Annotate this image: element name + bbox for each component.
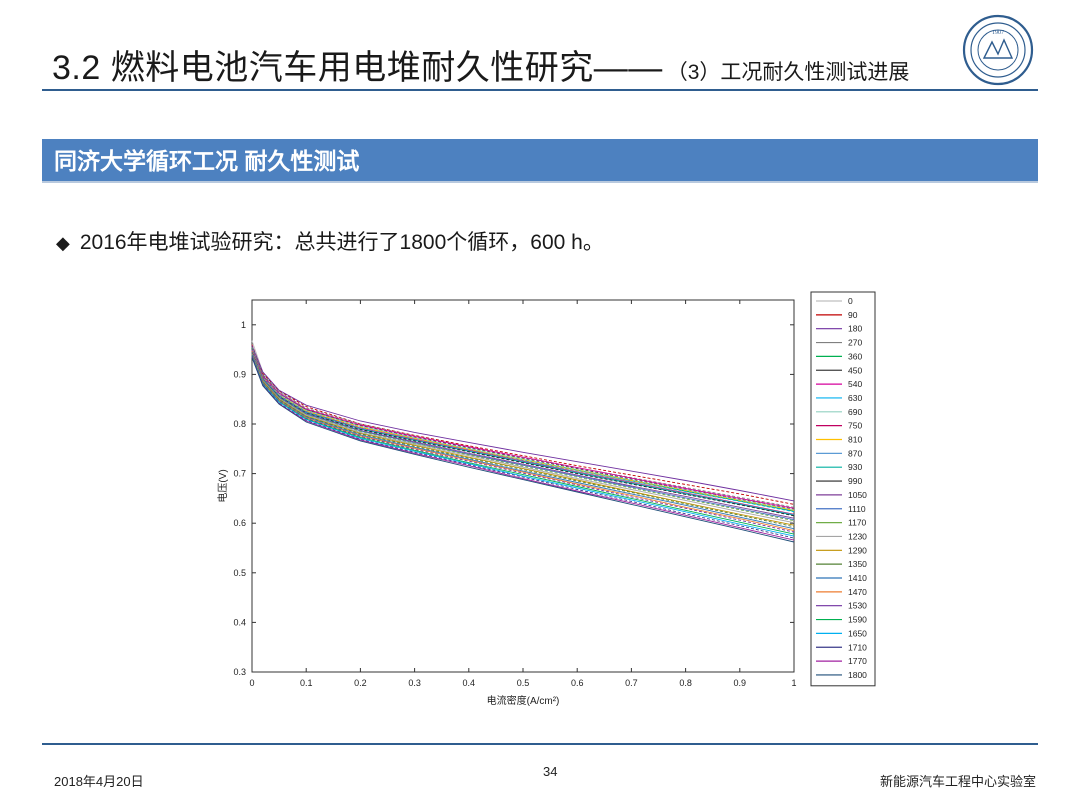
bullet-text: 2016年电堆试验研究：总共进行了1800个循环，600 h。 <box>79 231 604 254</box>
x-tick-label: 0 <box>249 678 254 688</box>
title-rule <box>42 89 1038 91</box>
series-line-1470 <box>251 355 795 532</box>
legend-entry: 1410 <box>848 573 867 583</box>
footer-date: 2018年4月20日 <box>54 774 144 789</box>
legend-entry: 1710 <box>848 642 867 652</box>
y-tick-label: 0.6 <box>233 518 246 528</box>
legend-entry: 90 <box>848 310 858 320</box>
x-tick-label: 0.4 <box>463 678 476 688</box>
series-line-1650 <box>251 356 795 537</box>
legend-entry: 1230 <box>848 531 867 541</box>
x-tick-label: 0.5 <box>517 678 530 688</box>
legend-entry: 1110 <box>848 504 866 514</box>
y-tick-label: 0.4 <box>233 617 246 627</box>
series-line-1530 <box>251 355 795 533</box>
section-band: 同济大学循环工况 耐久性测试 <box>42 139 1038 183</box>
legend-entry: 0 <box>848 296 853 306</box>
legend-entry: 690 <box>848 407 862 417</box>
legend-entry: 270 <box>848 338 862 348</box>
legend-entry: 1290 <box>848 545 867 555</box>
legend-entry: 810 <box>848 435 862 445</box>
legend-entry: 180 <box>848 324 862 334</box>
series-line-1710 <box>251 356 795 539</box>
legend-entry: 630 <box>848 393 862 403</box>
series-line-540 <box>251 349 795 509</box>
polarization-chart: 0 0.1 0.2 0.3 0.4 0.5 0.6 0.7 0.8 0.9 1 0.3 0.4 0.5 0.… <box>216 291 876 707</box>
x-tick-label: 0.7 <box>625 678 638 688</box>
x-axis-label: 电流密度(A/cm²) <box>487 694 560 707</box>
y-axis-label: 电压(V) <box>216 469 229 502</box>
legend-entry: 360 <box>848 351 862 361</box>
x-tick-label: 0.3 <box>408 678 421 688</box>
plot-frame <box>251 299 795 673</box>
y-tick-label: 0.7 <box>233 469 246 479</box>
legend-entry: 750 <box>848 421 862 431</box>
diamond-bullet-icon: ◆ <box>56 233 70 253</box>
y-tick-label: 0.3 <box>233 667 246 677</box>
x-tick-label: 1 <box>791 678 796 688</box>
x-tick-label: 0.1 <box>300 678 313 688</box>
y-tick-label: 0.5 <box>233 568 246 578</box>
title-sub: （3）工况耐久性测试进展 <box>666 61 910 84</box>
legend-entry: 1590 <box>848 615 867 625</box>
legend-entry: 990 <box>848 476 862 486</box>
series-line-1170 <box>251 353 795 522</box>
series-line-1800 <box>251 357 795 543</box>
legend-entry: 870 <box>848 448 862 458</box>
x-tick-label: 0.6 <box>571 678 584 688</box>
seal-year: 1907 <box>992 30 1004 36</box>
legend-entry: 1170 <box>848 518 867 528</box>
y-tick-label: 1 <box>241 320 246 330</box>
y-tick-label: 0.8 <box>233 419 246 429</box>
footer-org: 新能源汽车工程中心实验室 <box>879 774 1036 789</box>
slide-title: 3.2 燃料电池汽车用电堆耐久性研究—— （3）工况耐久性测试进展 <box>52 40 909 89</box>
legend-entry: 1770 <box>848 656 867 666</box>
bullet-item: ◆ 2016年电堆试验研究：总共进行了1800个循环，600 h。 <box>56 226 604 256</box>
series-line-180 <box>251 345 795 502</box>
series-line-1290 <box>251 354 795 526</box>
legend-entry: 540 <box>848 379 862 389</box>
y-tick-label: 0.9 <box>233 369 246 379</box>
legend-entry: 1350 <box>848 559 867 569</box>
legend-entry: 450 <box>848 365 862 375</box>
university-seal-icon: 1907 <box>962 14 1034 86</box>
x-tick-label: 0.2 <box>354 678 367 688</box>
legend-entry: 1530 <box>848 601 867 611</box>
page-number: 34 <box>543 764 558 779</box>
legend-entry: 930 <box>848 462 862 472</box>
footer-rule <box>42 743 1038 745</box>
legend-box <box>810 291 876 687</box>
x-tick-label: 0.8 <box>679 678 692 688</box>
legend-entry: 1470 <box>848 587 867 597</box>
legend-entry: 1650 <box>848 628 867 638</box>
legend-entry: 1800 <box>848 670 867 680</box>
title-main: 3.2 燃料电池汽车用电堆耐久性研究—— <box>52 49 663 87</box>
legend-entry: 1050 <box>848 490 867 500</box>
x-tick-label: 0.9 <box>734 678 747 688</box>
